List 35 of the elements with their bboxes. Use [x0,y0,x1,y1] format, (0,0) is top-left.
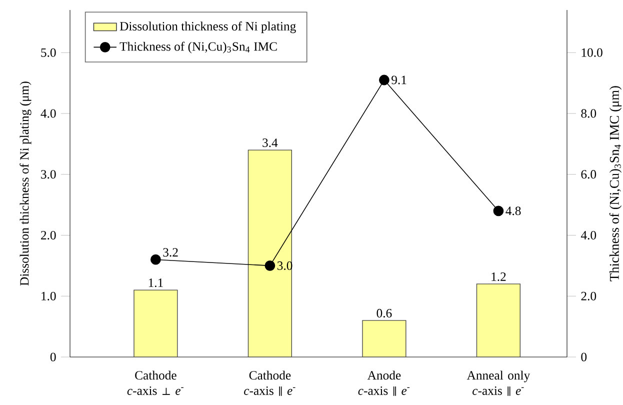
point [264,260,276,271]
legend-label: Dissolution thickness of Ni plating [120,21,296,34]
y2-tick-label: 4.0 [580,230,596,240]
y2-tick-label: 8.0 [581,109,596,118]
x-tick-label: Cathode c-axis ∥ e$^{-}$ [244,370,296,396]
point [379,74,390,86]
y2-tick-label: 10.0 [582,48,602,57]
data-label: 3.2 [163,248,178,257]
x-tick-label: Anode c-axis ∥ e$^{-}$ [358,370,410,396]
y2-tick-label: 6.0 [581,170,596,179]
bar [476,284,520,357]
data-label: 9.1 [392,76,406,84]
point [493,206,504,216]
y-tick-label: 0 [50,352,56,362]
y2-tick-label: 2.0 [581,292,596,300]
data-label: 1.1 [148,278,163,288]
y-tick-label: 4.0 [40,109,56,118]
y-tick-label: 5.0 [41,48,56,57]
y-tick-label: 3.0 [41,170,56,179]
bar [248,150,292,357]
y-tick-label: 1.0 [42,292,56,300]
bar [134,290,178,357]
y-axis-title: Dissolution thickness of Ni plating (μm) [20,82,32,286]
data-label: 4.8 [506,206,521,216]
data-label: 1.2 [492,272,506,282]
point [150,254,161,265]
y2-tick-label: 0 [581,352,587,362]
y-tick-label: 2.0 [41,230,56,240]
y2-axis-title: Thickness of (Ni,Cu)$_{3}$Sn$_{4}$ IMC (μm) [609,86,622,282]
x-tick-label: Anneal only c-axis ∥ e$^{-}$ [466,370,530,396]
data-label: 3.4 [262,138,278,148]
bar [362,320,406,357]
x-tick-label: Cathode c-axis ⊥ e$^{-}$ [127,370,184,395]
data-label: 0.6 [376,308,392,318]
legend-label: Thickness of (Ni,Cu)$_{3}$Sn$_{4}$ IMC [120,42,277,54]
